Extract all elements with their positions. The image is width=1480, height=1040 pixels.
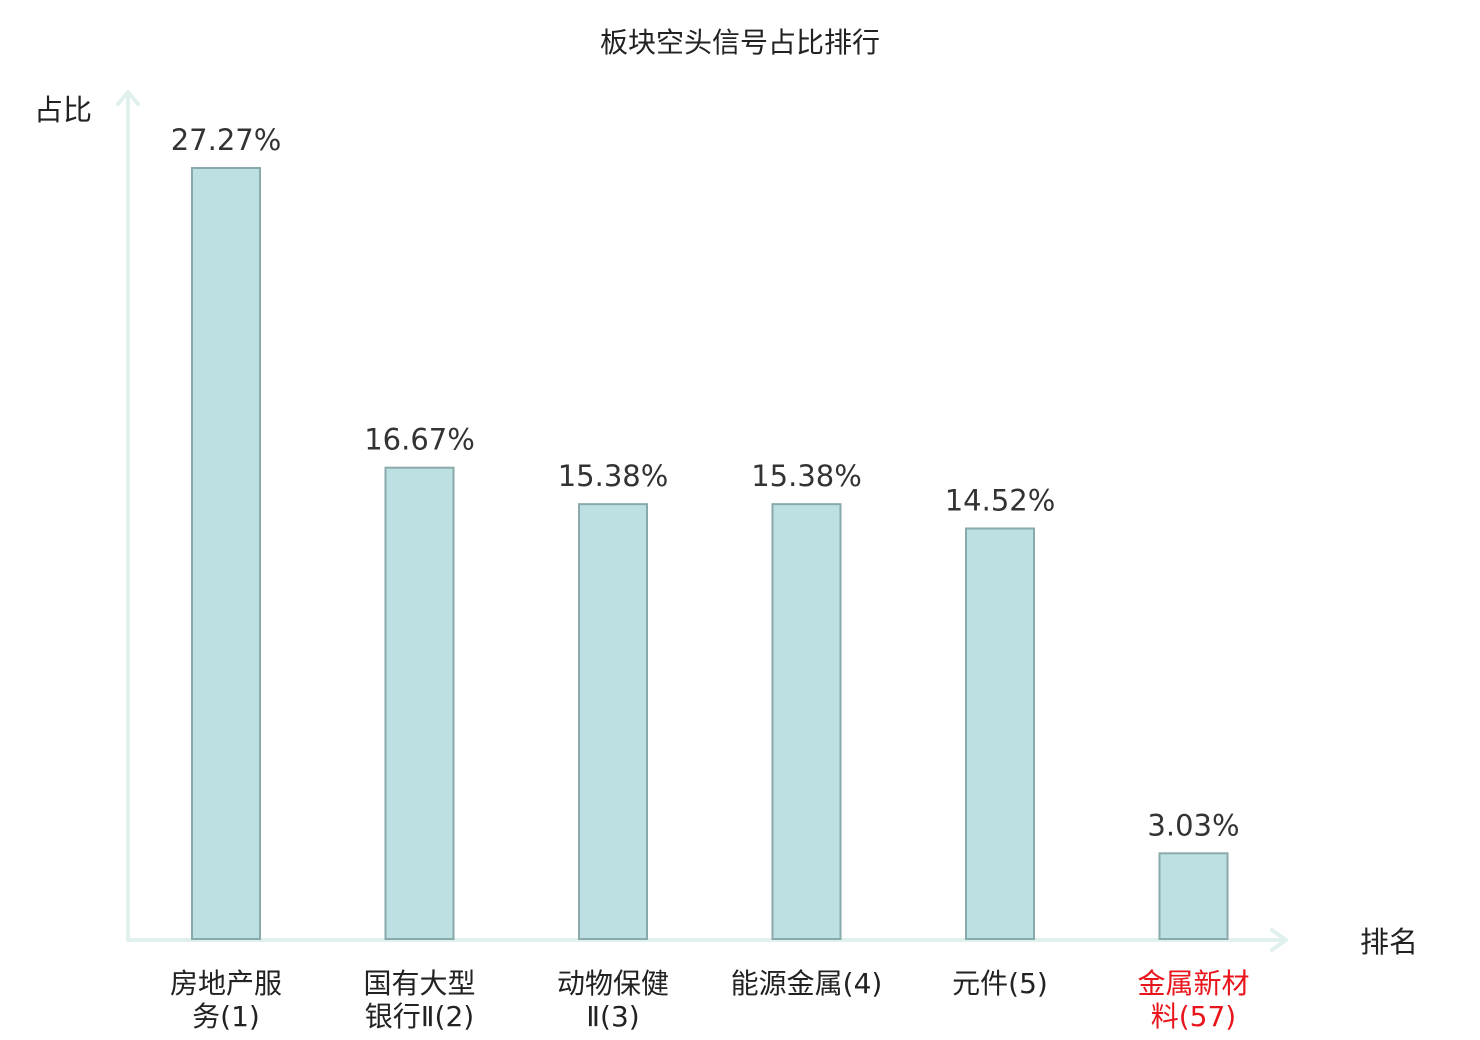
bar-5: [965, 527, 1035, 941]
value-label-5: 14.52%: [945, 483, 1056, 517]
y-axis-label: 占比: [34, 93, 92, 127]
bar-6: [1158, 852, 1229, 940]
bars-group: 27.27% 房地产服务(1) 16.67% 国有大型银行Ⅱ(2) 15.38% 动物保健…: [170, 123, 1250, 1033]
category-label-1: 房地产服务(1): [170, 967, 282, 1033]
value-label-4: 15.38%: [751, 459, 862, 493]
category-label-line: 务(1): [192, 1000, 260, 1033]
x-axis: [126, 928, 1288, 952]
value-label-1: 27.27%: [171, 123, 282, 157]
category-label-2: 国有大型银行Ⅱ(2): [363, 967, 475, 1033]
category-label-5: 元件(5): [952, 967, 1048, 1000]
bar-4: [771, 503, 842, 940]
y-axis: [116, 90, 140, 942]
category-label-line: 房地产服: [170, 967, 282, 1000]
category-label-line: 元件(5): [952, 967, 1048, 1000]
category-label-line: 国有大型: [363, 967, 475, 1000]
category-label-6: 金属新材料(57): [1137, 967, 1249, 1033]
chart-title: 板块空头信号占比排行: [600, 26, 880, 59]
x-axis-label: 排名: [1360, 925, 1418, 959]
category-label-line: Ⅱ(3): [586, 1000, 639, 1033]
category-label-4: 能源金属(4): [731, 967, 883, 1000]
bar-2: [384, 466, 455, 940]
category-label-line: 料(57): [1151, 1000, 1236, 1033]
category-label-line: 金属新材: [1137, 967, 1249, 1000]
bar-3: [578, 503, 648, 940]
category-label-3: 动物保健 Ⅱ(3): [557, 967, 669, 1033]
value-label-2: 16.67%: [364, 423, 475, 457]
category-label-line: 银行Ⅱ(2): [365, 1000, 474, 1033]
category-label-line: 能源金属(4): [731, 967, 883, 1000]
category-label-line: 动物保健: [557, 967, 669, 1000]
bar-1: [191, 167, 261, 940]
value-label-6: 3.03%: [1147, 808, 1239, 842]
value-label-3: 15.38%: [558, 459, 669, 493]
